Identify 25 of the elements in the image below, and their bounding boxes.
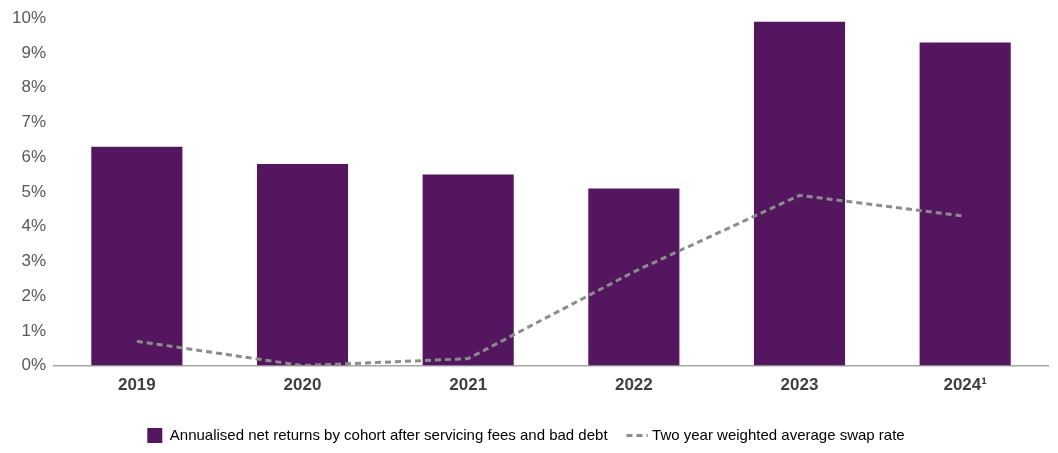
x-tick-label: 2019: [117, 375, 156, 395]
y-tick-label: 2%: [21, 285, 47, 305]
bar: [256, 164, 349, 366]
y-tick-label: 0%: [21, 355, 47, 375]
y-tick-label: 8%: [21, 77, 47, 97]
bar: [919, 42, 1011, 366]
bar: [91, 146, 183, 366]
legend-label: Annualised net returns by cohort after servicing fees and bad debt: [169, 425, 609, 443]
y-tick-label: 10%: [11, 7, 47, 27]
y-tick-label: 4%: [21, 216, 47, 236]
y-tick-label: 3%: [21, 251, 47, 271]
bar: [422, 174, 514, 366]
bar: [753, 21, 846, 366]
y-tick-label: 6%: [21, 146, 47, 166]
x-tick-label: 2024¹: [943, 375, 988, 395]
x-tick-label: 2020: [283, 375, 322, 395]
y-tick-label: 1%: [21, 320, 47, 340]
x-tick-label: 2022: [614, 375, 653, 395]
y-tick-label: 9%: [21, 42, 47, 62]
y-tick-label: 7%: [21, 112, 47, 132]
x-tick-label: 2023: [780, 375, 819, 395]
legend-label: Two year weighted average swap rate: [652, 425, 905, 443]
bar: [588, 188, 680, 366]
y-tick-label: 5%: [21, 181, 47, 201]
x-tick-label: 2021: [449, 375, 488, 395]
